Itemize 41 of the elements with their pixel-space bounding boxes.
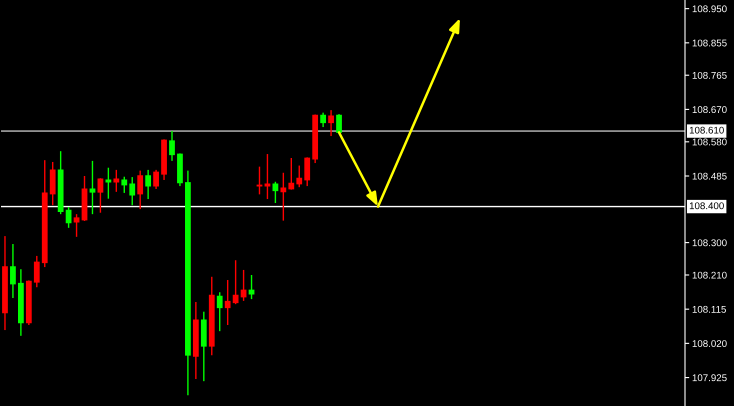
candlestick — [145, 169, 152, 200]
candlestick — [74, 213, 80, 238]
candlestick — [216, 292, 223, 332]
y-tick-label: 108.950 — [692, 5, 727, 12]
candlestick — [153, 169, 159, 190]
y-tick-label: 108.115 — [692, 306, 726, 313]
y-tick-label: 108.210 — [692, 272, 727, 279]
candlestick — [10, 243, 16, 299]
candlestick — [129, 176, 136, 206]
candlestick — [105, 167, 112, 200]
candlestick — [137, 170, 144, 210]
y-tick-label: 108.300 — [692, 239, 727, 246]
candlestick — [121, 176, 128, 194]
y-tick-label: 108.020 — [692, 340, 727, 347]
candlestick — [34, 255, 40, 288]
candlestick — [98, 177, 104, 214]
candlestick — [272, 181, 278, 204]
ref-line-label: 108.610 — [690, 126, 724, 134]
candlestick — [90, 160, 96, 215]
candlestick — [288, 157, 294, 190]
candlestick — [248, 274, 254, 300]
candlestick — [232, 260, 239, 305]
candlestick — [66, 206, 72, 229]
candlestick — [113, 169, 120, 193]
candlestick — [264, 153, 270, 200]
candlestick — [328, 109, 334, 137]
candlestick — [304, 156, 310, 187]
y-tick-label: 108.855 — [692, 40, 727, 46]
candlestick — [240, 269, 246, 302]
candlestick — [224, 279, 231, 326]
ref-line-label: 108.400 — [690, 202, 724, 210]
candlestick — [256, 166, 262, 196]
candlestick — [169, 130, 175, 162]
y-tick-label: 108.765 — [692, 72, 727, 79]
candlestick — [280, 172, 286, 222]
candlestick — [296, 164, 302, 188]
y-tick-label: 108.670 — [692, 106, 727, 114]
y-tick-label: 107.925 — [692, 374, 727, 382]
y-tick-label: 108.485 — [692, 172, 727, 180]
candlestick — [320, 112, 326, 128]
y-tick-label: 108.580 — [692, 138, 727, 146]
